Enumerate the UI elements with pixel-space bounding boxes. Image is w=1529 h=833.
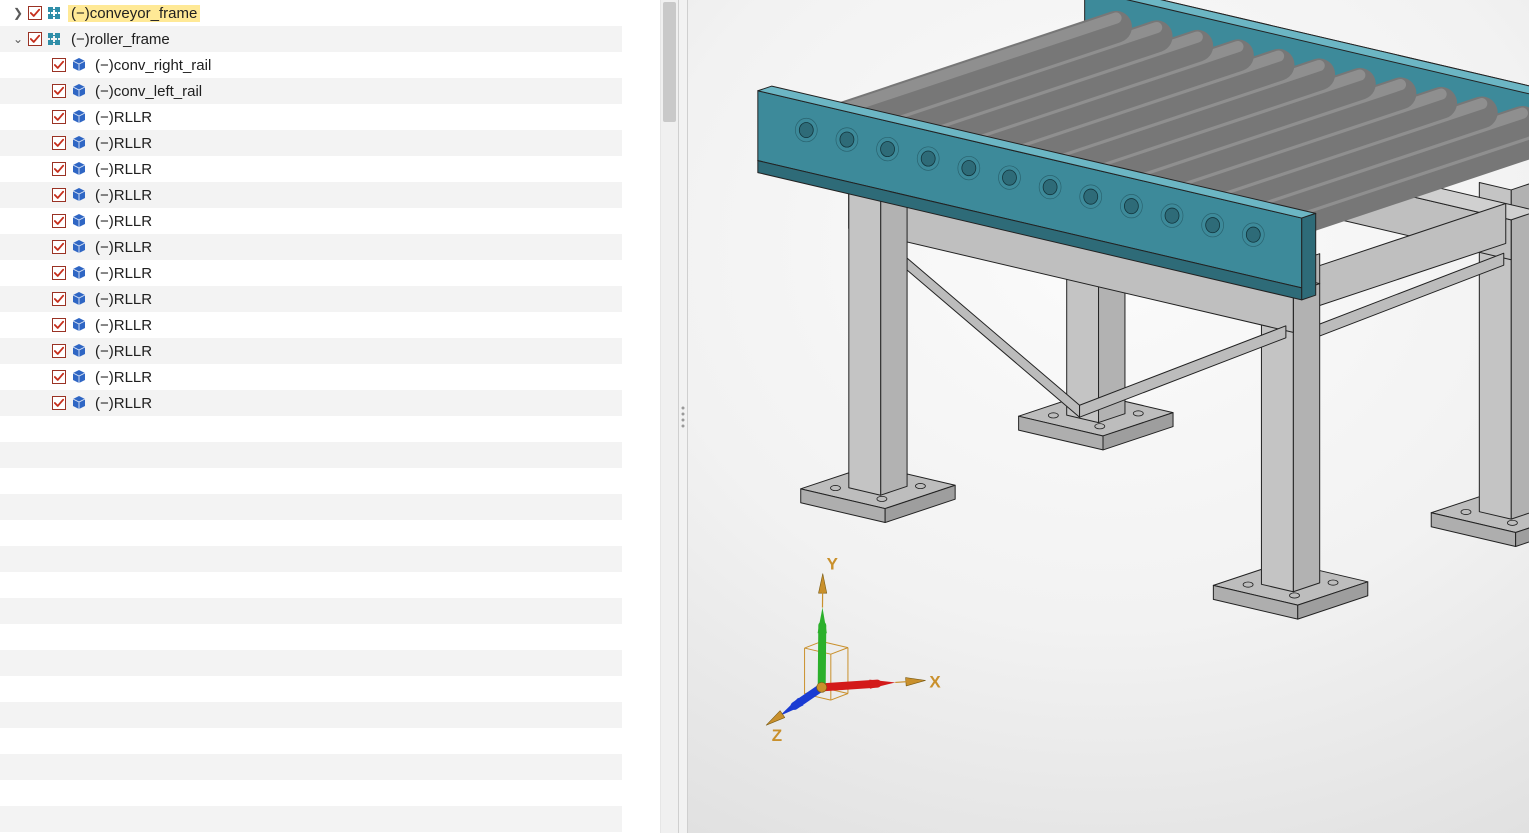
tree-item-label[interactable]: (−)RLLR — [92, 343, 155, 360]
tree-item-label[interactable]: (−)RLLR — [92, 135, 155, 152]
tree-row[interactable]: ❯(−)RLLR — [0, 312, 622, 338]
tree-row[interactable]: ❯(−)RLLR — [0, 260, 622, 286]
visibility-checkbox[interactable] — [52, 110, 66, 124]
part-icon — [70, 368, 88, 386]
part-icon — [70, 238, 88, 256]
part-icon — [70, 342, 88, 360]
tree-item-label[interactable]: (−)RLLR — [92, 317, 155, 334]
axis-z-label: Z — [772, 726, 782, 745]
tree-row[interactable]: ❯(−)RLLR — [0, 286, 622, 312]
tree-row-empty — [0, 728, 622, 754]
visibility-checkbox[interactable] — [52, 84, 66, 98]
visibility-checkbox[interactable] — [52, 58, 66, 72]
tree-row-empty — [0, 780, 622, 806]
tree-item-label[interactable]: (−)RLLR — [92, 213, 155, 230]
assembly-icon — [46, 4, 64, 22]
tree-item-label[interactable]: (−)conveyor_frame — [68, 5, 200, 22]
part-icon — [70, 290, 88, 308]
part-icon — [70, 56, 88, 74]
visibility-checkbox[interactable] — [52, 188, 66, 202]
axis-y-label: Y — [827, 555, 839, 574]
disclosure-down-icon[interactable]: ⌄ — [10, 31, 26, 47]
tree-row[interactable]: ❯(−)RLLR — [0, 338, 622, 364]
tree-row-empty — [0, 572, 622, 598]
visibility-checkbox[interactable] — [52, 396, 66, 410]
tree-item-label[interactable]: (−)RLLR — [92, 369, 155, 386]
panel-splitter[interactable] — [678, 0, 688, 833]
tree-row[interactable]: ❯(−)conv_right_rail — [0, 52, 622, 78]
3d-viewport[interactable]: Z X Y — [688, 0, 1529, 833]
tree-item-label[interactable]: (−)RLLR — [92, 109, 155, 126]
tree-item-label[interactable]: (−)RLLR — [92, 187, 155, 204]
part-icon — [70, 108, 88, 126]
tree-item-label[interactable]: (−)RLLR — [92, 265, 155, 282]
tree-item-label[interactable]: (−)conv_right_rail — [92, 57, 214, 74]
tree-item-label[interactable]: (−)RLLR — [92, 395, 155, 412]
assembly-icon — [46, 30, 64, 48]
tree-row-empty — [0, 546, 622, 572]
part-icon — [70, 160, 88, 178]
visibility-checkbox[interactable] — [52, 292, 66, 306]
tree-scroll-thumb[interactable] — [663, 2, 676, 122]
tree-row-empty — [0, 650, 622, 676]
tree-row-empty — [0, 520, 622, 546]
tree-item-label[interactable]: (−)RLLR — [92, 161, 155, 178]
tree-row[interactable]: ❯(−)RLLR — [0, 364, 622, 390]
tree-row-empty — [0, 494, 622, 520]
visibility-checkbox[interactable] — [52, 214, 66, 228]
tree-row[interactable]: ❯ (−)conveyor_frame — [0, 0, 622, 26]
tree-item-label[interactable]: (−)conv_left_rail — [92, 83, 205, 100]
tree-scrollbar[interactable] — [660, 0, 678, 833]
visibility-checkbox[interactable] — [52, 136, 66, 150]
visibility-checkbox[interactable] — [52, 266, 66, 280]
part-icon — [70, 316, 88, 334]
disclosure-right-icon[interactable]: ❯ — [10, 5, 26, 21]
axis-x-label: X — [929, 672, 941, 691]
visibility-checkbox[interactable] — [28, 6, 42, 20]
tree-row[interactable]: ❯(−)RLLR — [0, 182, 622, 208]
tree-row-empty — [0, 468, 622, 494]
part-icon — [70, 394, 88, 412]
tree-row[interactable]: ❯(−)RLLR — [0, 156, 622, 182]
tree-row[interactable]: ❯(−)RLLR — [0, 104, 622, 130]
part-icon — [70, 186, 88, 204]
visibility-checkbox[interactable] — [52, 162, 66, 176]
tree-row[interactable]: ❯(−)conv_left_rail — [0, 78, 622, 104]
tree-row[interactable]: ❯(−)RLLR — [0, 208, 622, 234]
visibility-checkbox[interactable] — [52, 370, 66, 384]
tree-row-empty — [0, 702, 622, 728]
tree-row[interactable]: ❯(−)RLLR — [0, 234, 622, 260]
tree-row-empty — [0, 598, 622, 624]
view-triad: Z X Y — [766, 555, 941, 746]
part-icon — [70, 134, 88, 152]
tree-row-empty — [0, 676, 622, 702]
tree-row[interactable]: ❯(−)RLLR — [0, 390, 622, 416]
model-tree[interactable]: ❯ (−)conveyor_frame ⌄ (−)roller_frame ❯(−)co… — [0, 0, 622, 833]
part-icon — [70, 82, 88, 100]
splitter-grip-icon — [682, 406, 685, 427]
part-icon — [70, 212, 88, 230]
tree-row-empty — [0, 442, 622, 468]
conveyor-model — [758, 0, 1529, 619]
tree-item-label[interactable]: (−)RLLR — [92, 291, 155, 308]
part-icon — [70, 264, 88, 282]
tree-row-empty — [0, 806, 622, 832]
visibility-checkbox[interactable] — [52, 344, 66, 358]
visibility-checkbox[interactable] — [28, 32, 42, 46]
viewport-canvas[interactable]: Z X Y — [688, 0, 1529, 833]
tree-row-empty — [0, 416, 622, 442]
tree-row[interactable]: ⌄ (−)roller_frame — [0, 26, 622, 52]
tree-item-label[interactable]: (−)RLLR — [92, 239, 155, 256]
tree-row[interactable]: ❯(−)RLLR — [0, 130, 622, 156]
visibility-checkbox[interactable] — [52, 318, 66, 332]
tree-row-empty — [0, 624, 622, 650]
tree-row-empty — [0, 754, 622, 780]
tree-item-label[interactable]: (−)roller_frame — [68, 31, 173, 48]
visibility-checkbox[interactable] — [52, 240, 66, 254]
model-tree-panel: ❯ (−)conveyor_frame ⌄ (−)roller_frame ❯(−)co… — [0, 0, 678, 833]
